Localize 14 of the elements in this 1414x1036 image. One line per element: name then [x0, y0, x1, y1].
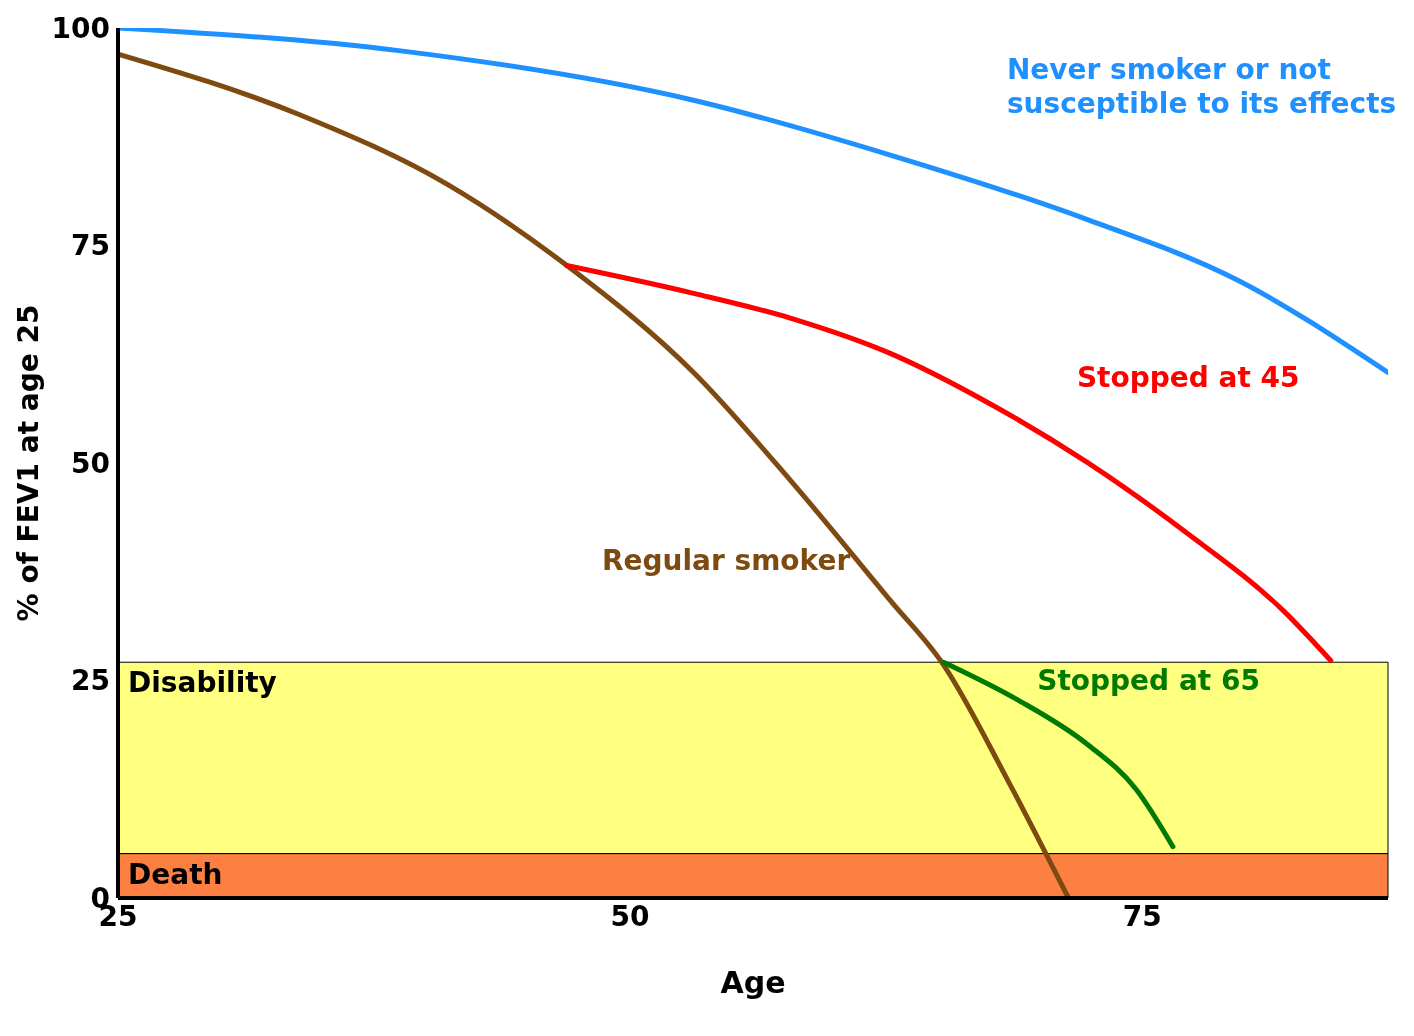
x-tick-label: 50: [610, 899, 650, 933]
y-tick-label: 100: [51, 11, 110, 45]
series-label: Stopped at 65: [1037, 663, 1260, 697]
series-label: Regular smoker: [601, 544, 851, 578]
y-axis-title: % of FEV1 at age 25: [11, 304, 45, 622]
series-label: Stopped at 45: [1076, 361, 1300, 395]
band-label: Death: [128, 857, 223, 891]
band-label: Disability: [128, 666, 277, 700]
text: Never smoker or not susceptible to its effects: [1006, 53, 1397, 121]
x-axis-title: Age: [720, 965, 786, 1000]
y-tick-label: 75: [71, 229, 110, 263]
x-tick-label: 75: [1122, 899, 1162, 933]
y-tick-label: 50: [71, 446, 110, 480]
y-tick-label: 25: [71, 664, 110, 698]
